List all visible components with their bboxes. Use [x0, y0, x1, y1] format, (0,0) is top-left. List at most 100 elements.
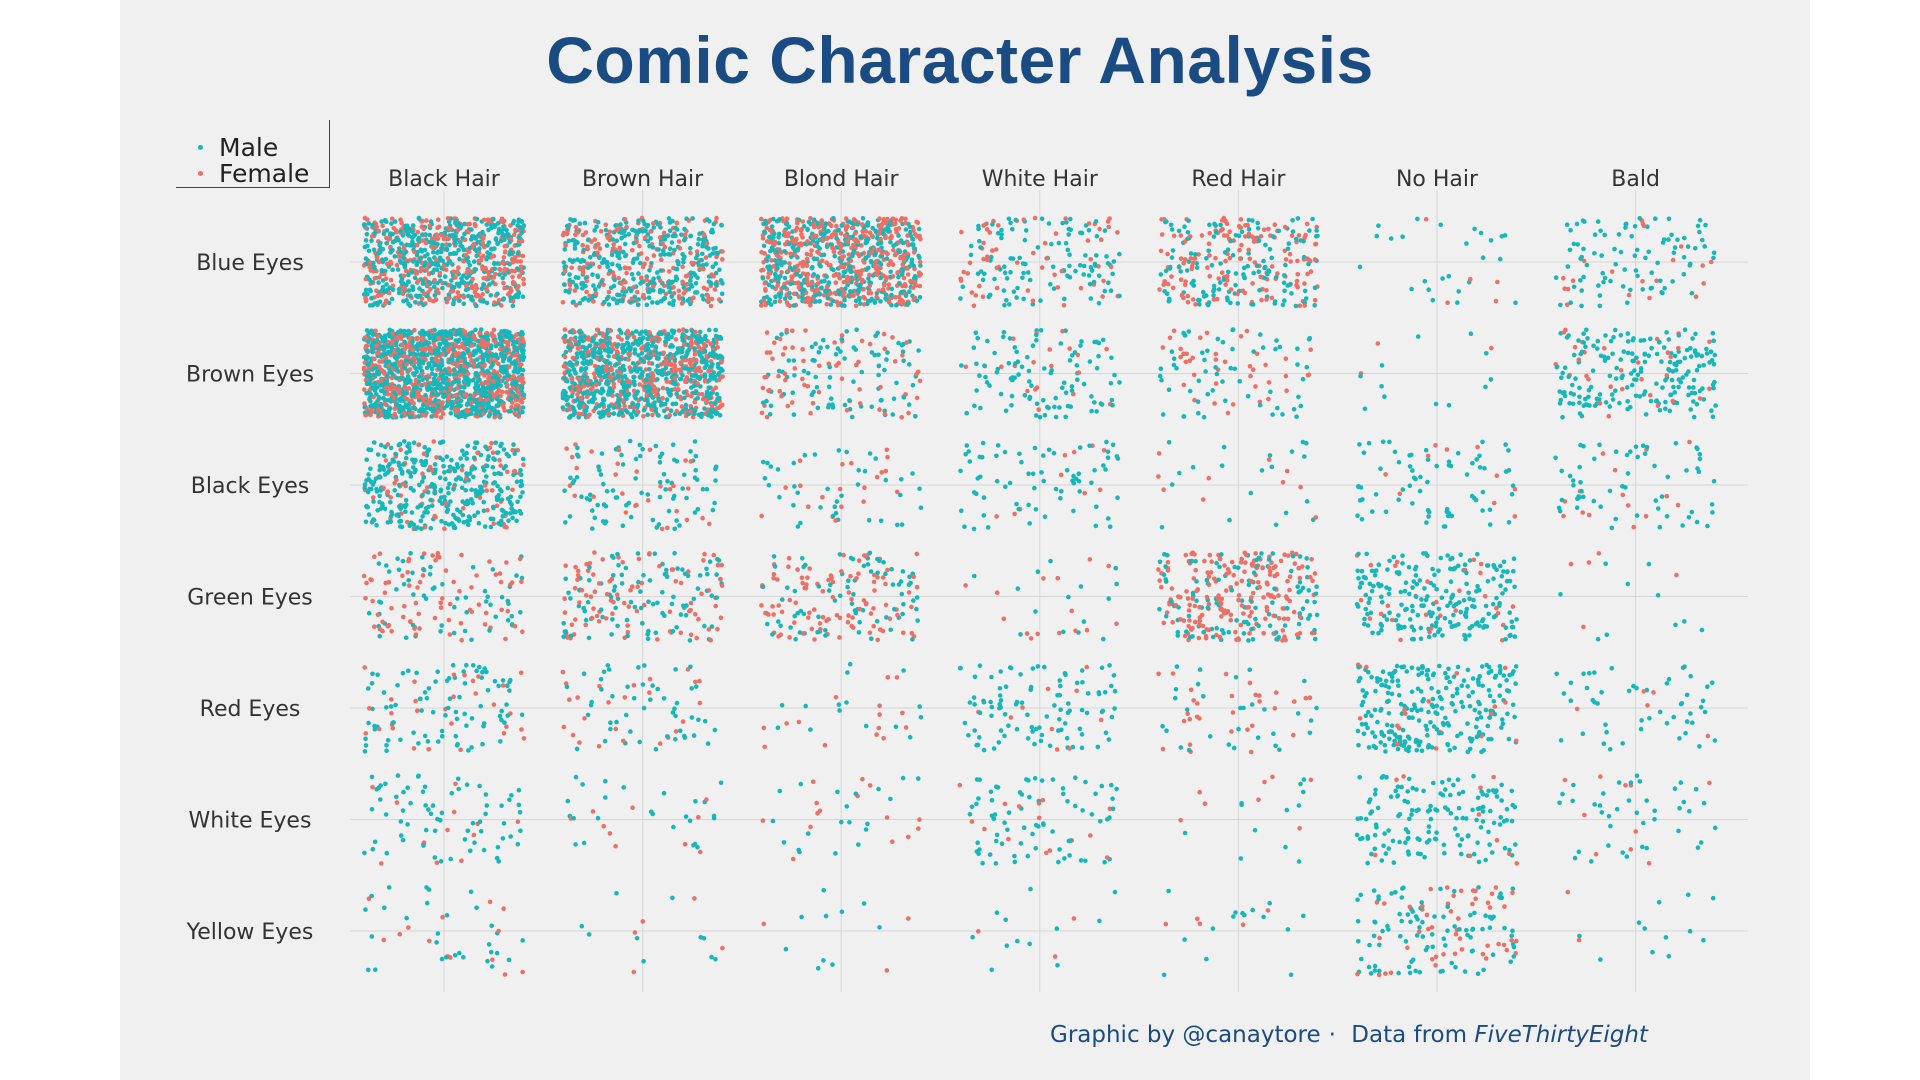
- point-female: [775, 283, 780, 288]
- point-female: [520, 253, 526, 259]
- point-male: [471, 349, 477, 354]
- point-female: [614, 227, 619, 233]
- point-male: [888, 269, 893, 275]
- point-male: [1616, 232, 1622, 237]
- point-female: [518, 264, 524, 270]
- point-male: [1193, 252, 1198, 257]
- point-male: [377, 242, 382, 248]
- point-female: [436, 335, 442, 341]
- point-female: [577, 266, 583, 272]
- point-female: [657, 235, 663, 240]
- point-female: [1445, 300, 1450, 306]
- point-female: [469, 343, 475, 348]
- point-male: [420, 402, 426, 408]
- point-male: [647, 268, 652, 273]
- point-male: [826, 228, 831, 234]
- point-male: [667, 228, 673, 233]
- point-female: [464, 409, 470, 414]
- point-male: [401, 255, 406, 261]
- point-male: [1285, 283, 1291, 288]
- point-female: [384, 261, 390, 267]
- point-male: [369, 238, 374, 243]
- point-male: [437, 366, 443, 372]
- point-male: [453, 338, 459, 343]
- point-male: [1262, 275, 1267, 281]
- point-female: [415, 279, 421, 284]
- point-female: [1235, 291, 1240, 297]
- point-female: [436, 290, 441, 296]
- point-female: [432, 277, 437, 283]
- point-female: [1190, 260, 1196, 266]
- point-female: [472, 392, 477, 398]
- point-male: [502, 272, 508, 277]
- point-female: [497, 267, 503, 273]
- point-male: [620, 298, 625, 304]
- point-female: [1100, 294, 1105, 299]
- point-male: [363, 238, 369, 243]
- point-female: [433, 297, 439, 302]
- point-male: [441, 394, 447, 400]
- point-male: [834, 236, 839, 241]
- point-male: [1682, 235, 1687, 241]
- point-male: [1182, 224, 1187, 229]
- point-female: [908, 278, 913, 284]
- point-female: [493, 339, 498, 345]
- point-male: [463, 341, 469, 346]
- point-male: [516, 219, 521, 224]
- point-female: [911, 228, 916, 233]
- point-male: [1700, 237, 1705, 243]
- point-female: [877, 224, 882, 230]
- point-male: [425, 293, 430, 299]
- point-male: [1093, 263, 1098, 268]
- point-female: [1223, 258, 1228, 264]
- point-male: [467, 396, 473, 402]
- point-female: [508, 286, 513, 291]
- point-male: [888, 239, 893, 245]
- point-male: [1314, 228, 1319, 233]
- point-female: [453, 353, 459, 358]
- point-female: [501, 255, 507, 260]
- point-male: [1571, 241, 1577, 247]
- point-male: [651, 288, 656, 293]
- point-female: [1219, 270, 1225, 275]
- point-male: [520, 357, 526, 363]
- point-female: [418, 346, 424, 352]
- point-female: [436, 376, 442, 382]
- point-female: [374, 343, 380, 349]
- point-female: [1228, 287, 1234, 292]
- point-male: [1480, 255, 1486, 260]
- point-female: [453, 269, 459, 275]
- point-male: [373, 401, 379, 406]
- point-female: [1670, 257, 1676, 263]
- point-male: [413, 300, 418, 305]
- point-male: [1632, 224, 1638, 229]
- point-male: [372, 231, 378, 236]
- point-female: [879, 250, 885, 256]
- point-female: [1169, 274, 1174, 279]
- point-male: [380, 246, 386, 252]
- point-female: [1211, 297, 1217, 302]
- point-male: [1189, 281, 1195, 286]
- point-female: [391, 226, 397, 231]
- point-female: [402, 386, 408, 391]
- point-male: [1108, 288, 1114, 294]
- point-female: [390, 283, 396, 289]
- point-female: [985, 257, 990, 263]
- point-female: [472, 289, 478, 295]
- point-female: [520, 380, 526, 385]
- point-female: [482, 244, 487, 250]
- point-female: [834, 223, 839, 229]
- point-male: [1303, 296, 1309, 301]
- point-male: [484, 300, 490, 306]
- point-male: [382, 333, 388, 339]
- point-male: [849, 220, 854, 226]
- point-female: [867, 272, 872, 278]
- point-female: [363, 298, 369, 303]
- point-male: [793, 248, 798, 254]
- point-male: [710, 264, 716, 270]
- point-male: [878, 275, 883, 281]
- point-male: [1106, 280, 1111, 286]
- point-male: [426, 361, 432, 366]
- point-male: [397, 246, 402, 251]
- point-male: [999, 235, 1004, 241]
